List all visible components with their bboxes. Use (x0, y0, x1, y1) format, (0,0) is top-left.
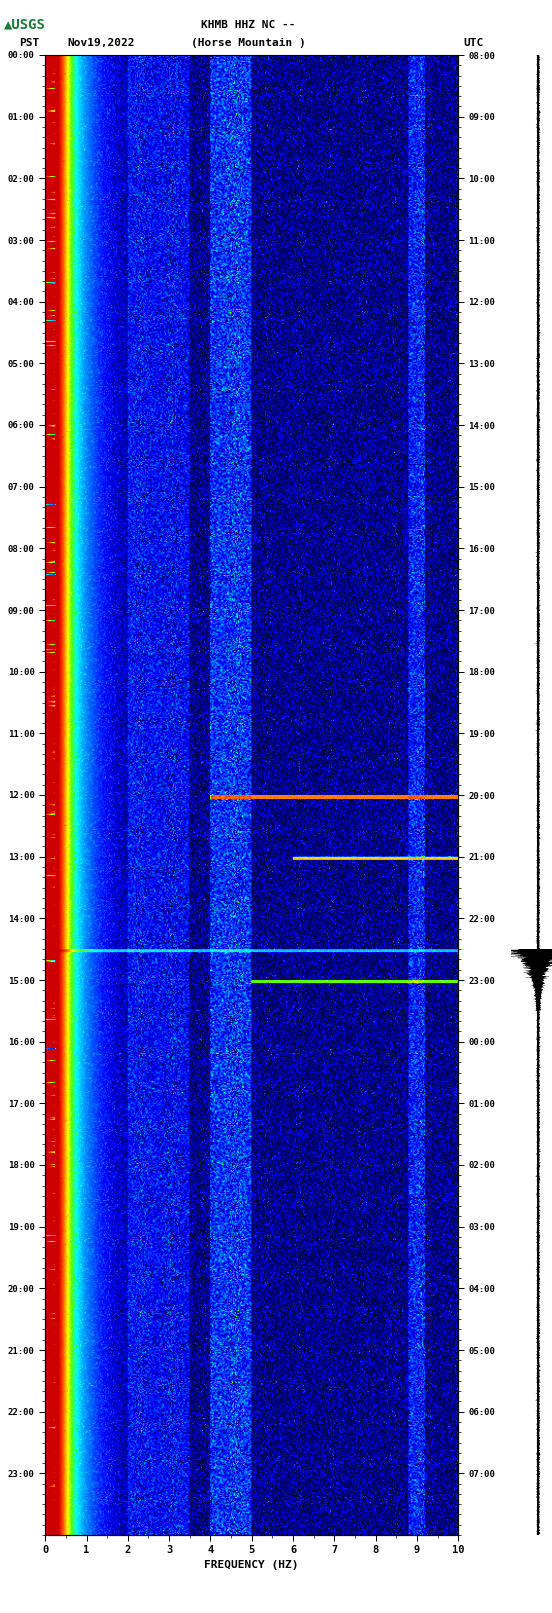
X-axis label: FREQUENCY (HZ): FREQUENCY (HZ) (204, 1560, 299, 1569)
Text: ▲USGS: ▲USGS (4, 18, 45, 31)
Text: Nov19,2022: Nov19,2022 (67, 39, 135, 48)
Text: UTC: UTC (464, 39, 484, 48)
Text: (Horse Mountain ): (Horse Mountain ) (191, 39, 306, 48)
Text: PST: PST (19, 39, 40, 48)
Text: KHMB HHZ NC --: KHMB HHZ NC -- (201, 19, 296, 31)
